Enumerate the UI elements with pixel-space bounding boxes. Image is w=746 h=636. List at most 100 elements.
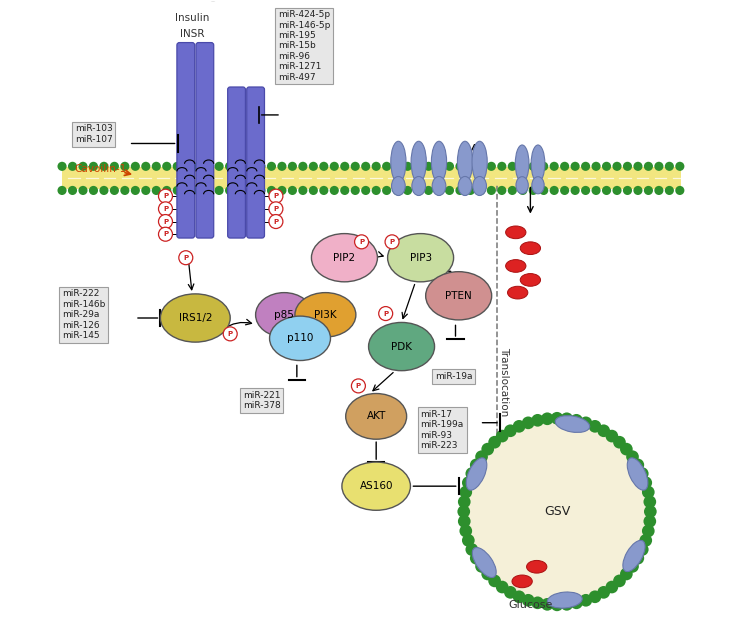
Circle shape <box>541 598 554 611</box>
Circle shape <box>508 186 517 195</box>
Ellipse shape <box>507 286 528 299</box>
Circle shape <box>518 186 527 195</box>
Circle shape <box>460 486 472 499</box>
Circle shape <box>644 515 656 528</box>
Circle shape <box>498 162 507 171</box>
Ellipse shape <box>345 394 407 439</box>
Circle shape <box>382 186 391 195</box>
Circle shape <box>496 581 509 593</box>
Ellipse shape <box>411 141 426 183</box>
Circle shape <box>623 162 632 171</box>
Text: Glucose: Glucose <box>508 600 553 610</box>
Circle shape <box>424 162 433 171</box>
Ellipse shape <box>512 575 533 588</box>
Circle shape <box>475 560 488 573</box>
Ellipse shape <box>527 560 547 573</box>
Text: P: P <box>383 310 388 317</box>
Circle shape <box>89 186 98 195</box>
Text: Cavoilin-1: Cavoilin-1 <box>75 164 127 174</box>
Circle shape <box>466 186 475 195</box>
Circle shape <box>633 162 642 171</box>
Circle shape <box>654 162 663 171</box>
Circle shape <box>518 162 527 171</box>
Circle shape <box>580 594 592 607</box>
Text: GSV: GSV <box>544 505 570 518</box>
Circle shape <box>636 467 648 480</box>
Circle shape <box>351 379 366 393</box>
Circle shape <box>665 186 674 195</box>
Circle shape <box>269 202 283 216</box>
Circle shape <box>225 162 234 171</box>
Circle shape <box>288 162 297 171</box>
Ellipse shape <box>457 141 473 183</box>
Circle shape <box>215 186 224 195</box>
Circle shape <box>613 574 626 587</box>
Ellipse shape <box>623 541 645 572</box>
Ellipse shape <box>506 226 526 238</box>
Circle shape <box>481 443 494 455</box>
Circle shape <box>468 423 646 600</box>
Circle shape <box>194 162 203 171</box>
Circle shape <box>498 186 507 195</box>
Circle shape <box>340 162 349 171</box>
Text: P: P <box>356 383 361 389</box>
Circle shape <box>475 450 488 463</box>
Circle shape <box>194 186 203 195</box>
Text: P: P <box>273 206 278 212</box>
Circle shape <box>131 186 140 195</box>
Circle shape <box>592 186 601 195</box>
Circle shape <box>462 534 474 547</box>
Circle shape <box>392 162 401 171</box>
Circle shape <box>606 581 618 593</box>
Circle shape <box>455 162 465 171</box>
Circle shape <box>354 235 369 249</box>
Circle shape <box>606 430 618 443</box>
Circle shape <box>361 162 370 171</box>
Circle shape <box>539 186 548 195</box>
Circle shape <box>68 162 77 171</box>
Circle shape <box>309 162 318 171</box>
Circle shape <box>269 189 283 203</box>
Circle shape <box>589 420 601 432</box>
Circle shape <box>675 186 684 195</box>
Circle shape <box>626 450 639 463</box>
Circle shape <box>550 162 559 171</box>
Circle shape <box>172 186 182 195</box>
Circle shape <box>571 186 580 195</box>
Circle shape <box>298 162 307 171</box>
Circle shape <box>560 598 573 611</box>
Circle shape <box>158 227 172 241</box>
Circle shape <box>513 590 525 603</box>
Circle shape <box>131 162 140 171</box>
Circle shape <box>644 505 656 518</box>
Circle shape <box>626 560 639 573</box>
Circle shape <box>665 162 674 171</box>
Ellipse shape <box>520 273 541 286</box>
Circle shape <box>531 597 544 609</box>
Circle shape <box>466 543 478 556</box>
Circle shape <box>476 186 486 195</box>
Ellipse shape <box>342 462 410 510</box>
Circle shape <box>151 162 161 171</box>
Circle shape <box>613 436 626 448</box>
Circle shape <box>531 414 544 427</box>
Ellipse shape <box>466 458 487 490</box>
Text: p85: p85 <box>275 310 294 320</box>
FancyBboxPatch shape <box>196 43 213 238</box>
Text: AKT: AKT <box>366 411 386 422</box>
Text: AS160: AS160 <box>360 481 393 491</box>
Ellipse shape <box>431 141 447 183</box>
Text: P: P <box>359 239 364 245</box>
Circle shape <box>513 420 525 432</box>
Ellipse shape <box>515 145 529 182</box>
Circle shape <box>612 186 621 195</box>
Circle shape <box>162 162 172 171</box>
Ellipse shape <box>392 176 405 195</box>
Text: miR-103
miR-107: miR-103 miR-107 <box>75 125 113 144</box>
Circle shape <box>560 412 573 425</box>
Circle shape <box>385 235 399 249</box>
Ellipse shape <box>412 176 425 195</box>
Circle shape <box>68 186 77 195</box>
Circle shape <box>340 186 349 195</box>
Circle shape <box>183 162 192 171</box>
